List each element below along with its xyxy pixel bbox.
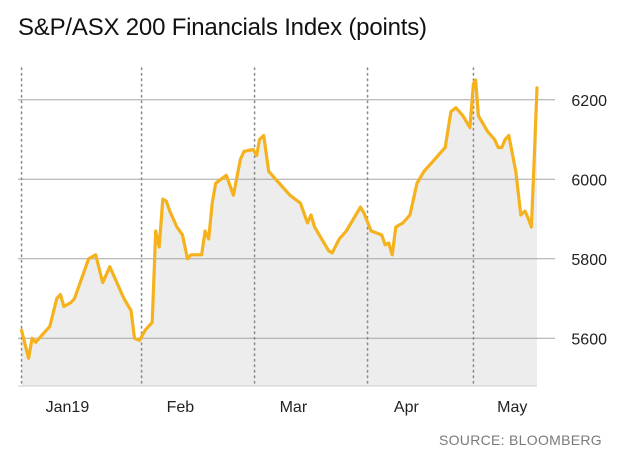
x-tick-label-apr: Apr xyxy=(394,399,420,416)
area-layer xyxy=(21,79,537,387)
y-tick-label-6000: 6000 xyxy=(571,172,607,189)
y-tick-label-5600: 5600 xyxy=(571,331,607,348)
y-tick-label-5800: 5800 xyxy=(571,252,607,269)
series-line xyxy=(19,78,539,360)
series-area xyxy=(21,79,537,387)
line-layer xyxy=(19,78,539,360)
x-tick-label-feb: Feb xyxy=(167,399,195,416)
source-note: SOURCE: BLOOMBERG xyxy=(438,432,602,448)
x-axis: Jan19 Feb Mar Apr May xyxy=(46,399,528,416)
chart-title: S&P/ASX 200 Financials Index (points) xyxy=(18,14,427,41)
x-tick-label-jan19: Jan19 xyxy=(46,399,90,416)
x-tick-label-may: May xyxy=(497,399,527,416)
y-tick-label-6200: 6200 xyxy=(571,93,607,110)
x-tick-label-mar: Mar xyxy=(280,399,308,416)
y-axis: 5600 5800 6000 6200 xyxy=(571,93,607,349)
